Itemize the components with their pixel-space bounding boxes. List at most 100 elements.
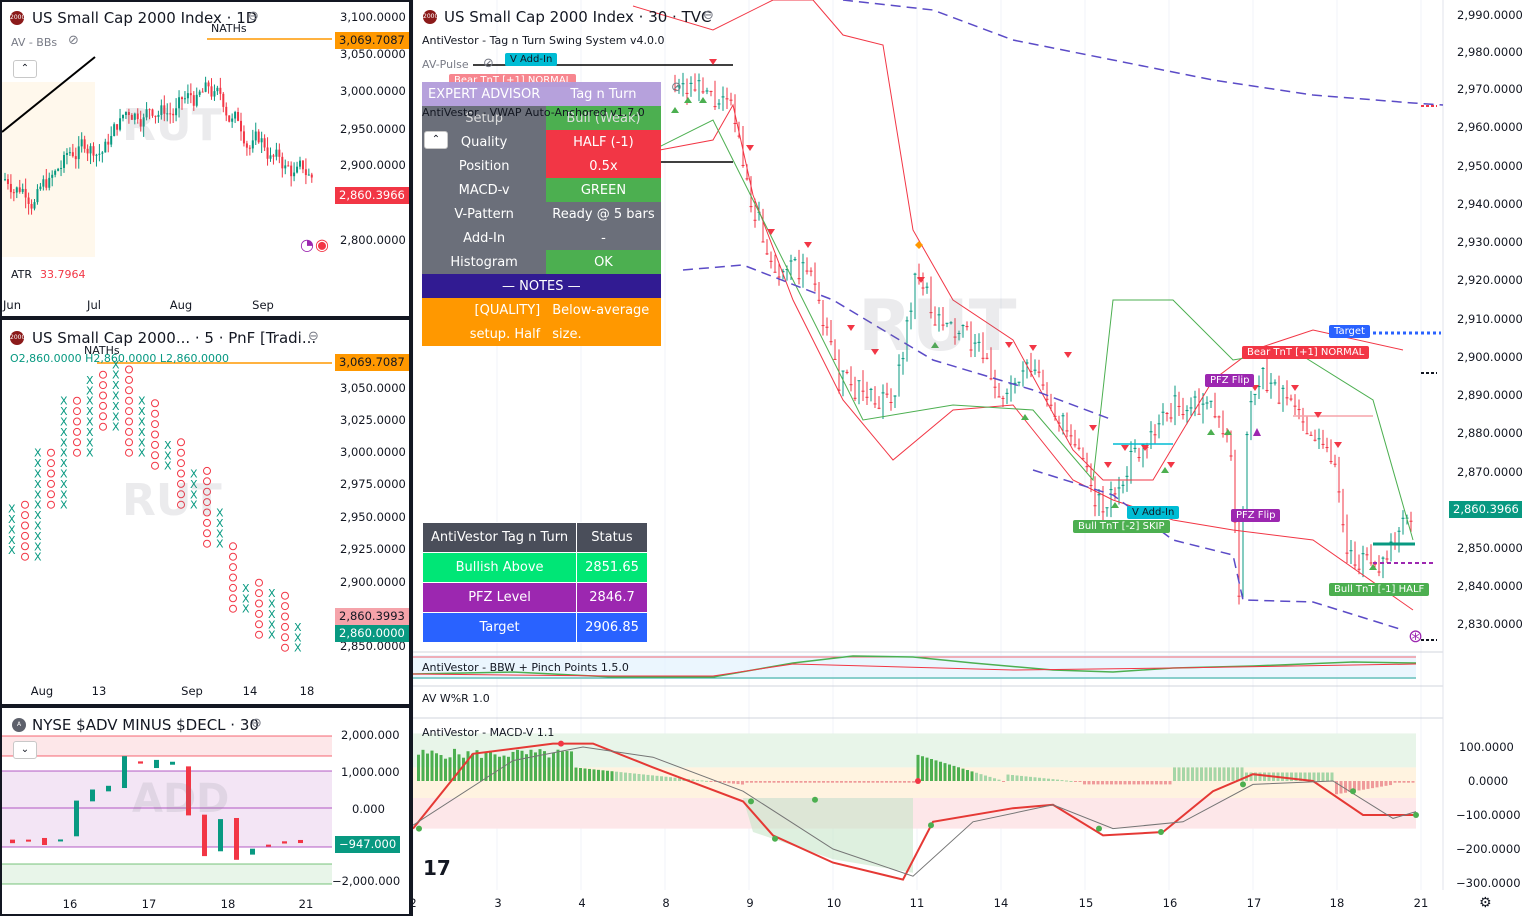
pnf-x-box: X <box>138 447 146 460</box>
indicator-pulse-label[interactable]: AV-Pulse <box>422 58 469 71</box>
pnf-x-box: X <box>112 390 120 403</box>
more-icon[interactable]: ⊖ <box>703 8 714 23</box>
macd-histogram-bar <box>511 751 515 781</box>
macd-histogram-bar <box>1227 767 1230 781</box>
macd-histogram-bar <box>1407 781 1410 783</box>
indicator-tnt-label[interactable]: AntiVestor - Tag n Turn Swing System v4.… <box>422 34 665 47</box>
eye-hidden-icon[interactable]: ⊘ <box>483 56 494 71</box>
daily-candle-body <box>189 93 192 96</box>
pnf-x-box: X <box>268 629 276 642</box>
macd-histogram-bar <box>1299 772 1302 781</box>
daily-indicator-label[interactable]: AV - BBs <box>11 36 58 49</box>
settings-gear-icon[interactable]: ⚙ <box>1479 895 1492 911</box>
ea-row-value: - <box>546 226 661 250</box>
pnf-o-box <box>255 599 263 608</box>
macd-histogram-bar <box>894 781 897 783</box>
macd-histogram-bar <box>984 775 987 781</box>
daily-candle-body <box>80 139 83 147</box>
daily-candle-body <box>219 87 222 94</box>
main-chart-canvas[interactable] <box>413 0 1522 916</box>
macd-histogram-bar <box>660 776 663 781</box>
bbw-title[interactable]: AntiVestor - BBW + Pinch Points 1.5.0 <box>422 661 629 674</box>
macd-ob-zone <box>413 733 1416 768</box>
main-chart-pane[interactable]: RUT 2000 US Small Cap 2000 Index · 30 · … <box>411 0 1522 916</box>
bear-tnt-normal-marker: Bear TnT [+1] NORMAL <box>1242 346 1370 359</box>
macd-y-tick-label: −300.0000 <box>1456 876 1521 890</box>
add-title[interactable]: NYSE $ADV MINUS $DECL · 30 <box>32 716 259 734</box>
eye-hidden-icon[interactable]: ⊘ <box>68 33 79 48</box>
macd-histogram-bar <box>1353 781 1356 792</box>
main-title[interactable]: US Small Cap 2000 Index · 30 · TVC <box>444 8 712 26</box>
pnf-chart-canvas[interactable]: XXXXXXXXXXXXXXXXXXXXXXXXXXXXXXXXXXXXXXXX… <box>2 320 409 704</box>
daily-chart-pane[interactable]: RUT 2000 US Small Cap 2000 Index · 1D ⊖ … <box>0 0 411 318</box>
pnf-x-box: X <box>112 358 120 371</box>
macd-histogram-bar <box>790 781 794 783</box>
pnf-o-box <box>151 420 159 429</box>
indicator-vwap-label[interactable]: AntiVestor - VWAP Auto-Anchored v1.7.0 <box>422 106 645 119</box>
bear-signal-triangle <box>1334 442 1342 448</box>
macd-histogram-bar <box>1339 781 1343 794</box>
alert-icon[interactable]: ⊛ <box>1408 626 1424 647</box>
bear-signal-triangle <box>1121 445 1129 451</box>
status-row-label: Target <box>421 612 578 643</box>
pnf-x-box: X <box>86 426 94 439</box>
macd-title[interactable]: AntiVestor - MACD-V 1.1 <box>422 726 555 739</box>
macd-histogram-bar <box>1330 772 1334 781</box>
macd-histogram-bar <box>1254 772 1257 781</box>
expand-legend-button[interactable]: ⌄ <box>13 741 37 759</box>
main-y-tick-label: 2,970.0000 <box>1457 82 1522 96</box>
pnf-x-box: X <box>112 400 120 413</box>
more-icon[interactable]: ⊖ <box>248 9 259 24</box>
daily-candle-body <box>68 152 71 154</box>
more-icon[interactable]: ⊖ <box>251 716 262 731</box>
macd-histogram-bar <box>1164 781 1167 785</box>
add-y-tick-label: 1,000.000 <box>341 765 400 779</box>
macd-histogram-bar <box>997 779 1001 781</box>
daily-candle-body <box>257 131 260 143</box>
daily-candle-body <box>183 98 186 100</box>
pnf-x-box: X <box>216 517 224 530</box>
eye-hidden-icon[interactable]: ⊘ <box>671 80 682 95</box>
wr-title[interactable]: AV W%R 1.0 <box>422 692 490 705</box>
macd-histogram-bar <box>466 751 470 781</box>
macd-histogram-bar <box>1024 776 1028 781</box>
add-chart-pane[interactable]: ADD A NYSE $ADV MINUS $DECL · 30 ⊖ ⌄ 2,0… <box>0 706 411 916</box>
pnf-x-box: X <box>242 592 250 605</box>
collapse-legend-button[interactable]: ⌃ <box>424 131 448 149</box>
bull-signal-triangle <box>1369 564 1377 570</box>
pnf-title[interactable]: US Small Cap 2000... · 5 · PnF [Tradi... <box>32 329 317 347</box>
macd-histogram-bar <box>619 772 623 781</box>
daily-candle-body <box>104 141 107 153</box>
main-y-tick-label: 2,870.0000 <box>1457 465 1522 479</box>
macd-histogram-bar <box>489 750 492 781</box>
macd-signal-dot <box>915 778 921 784</box>
daily-candle-body <box>60 167 63 169</box>
more-icon[interactable]: ⊖ <box>308 329 319 344</box>
main-x-tick-label: 9 <box>746 896 754 910</box>
daily-x-tick-label: Aug <box>169 298 193 312</box>
macd-histogram-bar <box>781 781 785 783</box>
add-chart-canvas[interactable] <box>2 708 409 914</box>
macd-histogram-bar <box>1173 767 1176 781</box>
daily-candle-body <box>151 109 154 116</box>
macd-histogram-bar <box>597 769 600 781</box>
daily-chart-canvas[interactable] <box>2 2 409 316</box>
status-row-value: 2906.85 <box>576 612 648 643</box>
collapse-legend-button[interactable]: ⌃ <box>13 60 37 78</box>
macd-histogram-bar <box>1402 781 1406 783</box>
daily-candle-body <box>30 203 33 209</box>
macd-histogram-bar <box>1357 781 1361 791</box>
pnf-watermark: RUT <box>122 475 222 526</box>
alert-icon[interactable]: ◔ <box>300 235 314 254</box>
pnf-o-box <box>229 552 237 561</box>
daily-candle-body <box>45 179 48 188</box>
tradingview-logo-icon: 17 <box>423 856 451 880</box>
daily-title[interactable]: US Small Cap 2000 Index · 1D <box>32 9 258 27</box>
macd-histogram-bar <box>961 768 965 781</box>
macd-histogram-bar <box>867 781 870 783</box>
daily-candle-body <box>304 169 307 176</box>
macd-histogram-bar <box>1222 767 1226 781</box>
flag-icon[interactable]: ◉ <box>315 235 329 254</box>
bb-upper-line <box>632 0 1404 481</box>
